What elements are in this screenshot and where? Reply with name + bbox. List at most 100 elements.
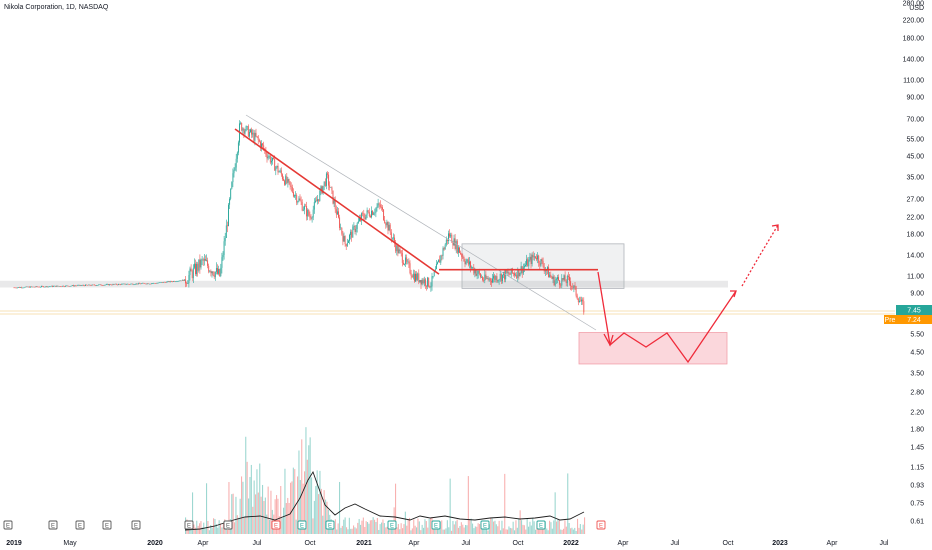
- candle: [200, 259, 202, 268]
- candle: [565, 281, 567, 284]
- candle: [311, 217, 313, 219]
- y-tick-label: 55.00: [906, 137, 924, 144]
- candle: [347, 240, 349, 243]
- candle: [192, 267, 194, 279]
- earnings-event-letter: E: [274, 524, 278, 530]
- volume-bar: [521, 520, 523, 534]
- candle: [445, 239, 447, 245]
- y-tick-label: 0.93: [910, 483, 924, 490]
- candle: [569, 276, 570, 282]
- candle: [44, 286, 46, 288]
- candle: [275, 167, 277, 171]
- candle: [580, 300, 581, 302]
- candle: [287, 179, 289, 183]
- support-band: [0, 280, 728, 288]
- candle: [91, 284, 93, 286]
- candle: [61, 285, 63, 287]
- candle: [368, 212, 370, 217]
- candle: [209, 271, 211, 272]
- candle: [324, 181, 326, 186]
- candle: [178, 280, 180, 282]
- volume-bar: [570, 528, 572, 534]
- volume-bar: [381, 522, 383, 534]
- volume-bar: [200, 521, 202, 534]
- volume-bar: [561, 529, 563, 534]
- volume-bar: [539, 527, 541, 534]
- candle: [453, 238, 455, 246]
- volume-bar: [222, 523, 224, 534]
- volume-bar: [350, 528, 352, 534]
- candle: [49, 286, 51, 288]
- volume-bar: [551, 528, 553, 534]
- volume-bar: [438, 525, 440, 534]
- candle: [448, 233, 449, 241]
- candle: [103, 284, 105, 286]
- candle: [400, 250, 402, 254]
- candle: [554, 280, 556, 286]
- candle: [189, 268, 191, 276]
- candle: [540, 259, 542, 266]
- candle: [313, 201, 315, 210]
- candle: [510, 268, 512, 275]
- volume-bar: [383, 523, 385, 534]
- candle: [179, 280, 181, 282]
- earnings-event-letter: E: [328, 524, 332, 530]
- volume-bar: [554, 492, 556, 534]
- volume-bar: [197, 525, 199, 534]
- candle: [358, 218, 360, 222]
- volume-bar: [299, 480, 301, 534]
- candle: [464, 261, 466, 265]
- volume-bar: [264, 497, 266, 534]
- candle: [30, 286, 31, 288]
- candle: [48, 286, 50, 288]
- volume-bar: [262, 484, 264, 534]
- volume-bar: [253, 480, 255, 534]
- x-tick-label: 2020: [147, 540, 163, 547]
- candle: [488, 278, 490, 280]
- candle: [213, 274, 215, 278]
- volume-bar: [425, 521, 427, 534]
- candle: [220, 267, 222, 276]
- candle: [246, 126, 248, 127]
- candle: [534, 256, 536, 259]
- candle: [349, 234, 350, 241]
- y-tick-label: 4.50: [910, 350, 924, 357]
- candle: [564, 275, 566, 282]
- candle: [196, 263, 198, 275]
- volume-bar: [276, 495, 278, 534]
- volume-bar: [228, 482, 230, 534]
- volume-bar: [288, 502, 290, 534]
- candle: [476, 273, 478, 276]
- volume-bar: [568, 523, 570, 534]
- x-tick-label: Oct: [723, 540, 734, 547]
- earnings-event-letter: E: [226, 524, 230, 530]
- candle: [244, 130, 246, 134]
- candle: [573, 285, 575, 288]
- y-tick-label: 220.00: [903, 18, 925, 25]
- volume-bar: [256, 469, 258, 534]
- candle: [406, 257, 408, 262]
- volume-bar: [505, 529, 507, 534]
- candle: [197, 263, 199, 271]
- time-axis[interactable]: 2019 May 2020 Apr Jul Oct 2021 Apr Jul Oct 2022 Apr…: [6, 540, 889, 547]
- candle: [496, 276, 498, 282]
- candle: [94, 285, 96, 286]
- candle: [235, 158, 237, 168]
- candle: [83, 285, 85, 287]
- volume-bar: [337, 523, 339, 534]
- candle: [16, 287, 18, 289]
- candle: [517, 269, 519, 278]
- volume-bar: [343, 519, 345, 534]
- volume-bar: [493, 521, 495, 534]
- candle: [104, 284, 106, 286]
- candle: [407, 261, 409, 263]
- x-tick-label: Jul: [880, 540, 889, 547]
- candle: [463, 257, 465, 262]
- candle: [210, 271, 212, 274]
- candle: [136, 283, 138, 285]
- volume-bar: [312, 518, 314, 534]
- volume-bar: [467, 476, 469, 534]
- volume-bar: [465, 525, 467, 534]
